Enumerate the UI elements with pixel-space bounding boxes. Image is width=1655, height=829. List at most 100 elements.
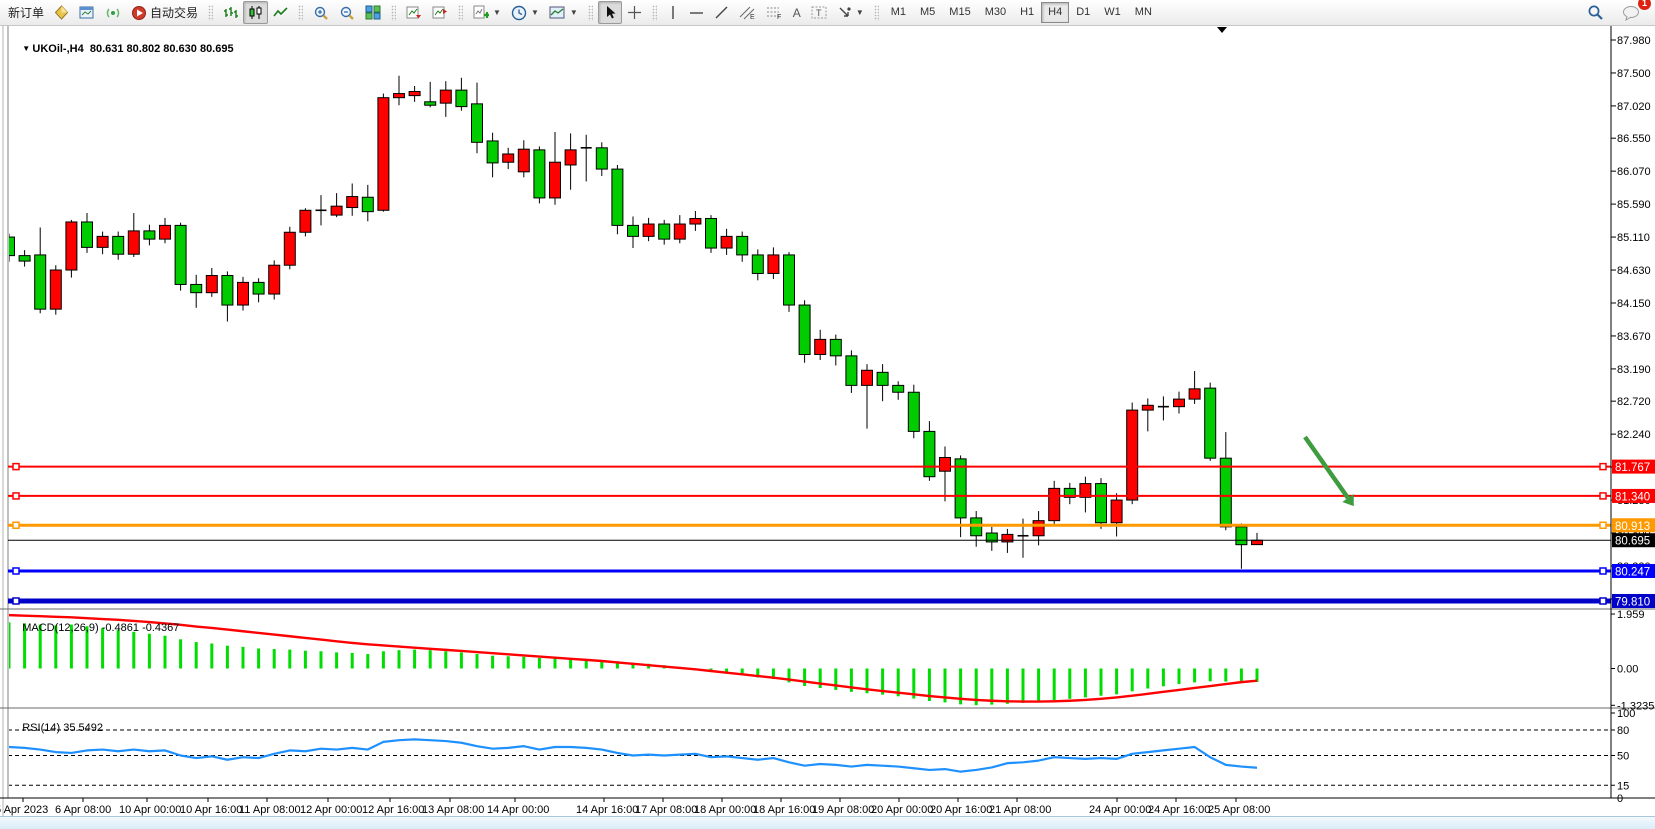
candle bbox=[673, 223, 686, 240]
chart-canvas[interactable]: 87.980 87.500 87.020 86.550 86.070 85.590 85.1… bbox=[0, 25, 1655, 828]
candle bbox=[907, 391, 920, 432]
channel-icon: E bbox=[739, 5, 756, 20]
candle bbox=[720, 235, 733, 249]
text-icon: A bbox=[792, 5, 801, 20]
indicators-button[interactable]: ▼ bbox=[468, 1, 506, 24]
line-anchor[interactable] bbox=[1599, 567, 1607, 575]
candle bbox=[330, 205, 343, 216]
line-anchor[interactable] bbox=[1599, 521, 1607, 530]
signal-button[interactable] bbox=[100, 1, 126, 24]
channel-tool[interactable]: E bbox=[734, 1, 761, 24]
price-tick-label: 84.150 bbox=[1617, 298, 1651, 310]
chart-area[interactable]: 87.980 87.500 87.020 86.550 86.070 85.590 85.1… bbox=[0, 25, 1655, 829]
trendline-tool[interactable] bbox=[709, 1, 734, 24]
toolbar: 新订单 自动交易 bbox=[0, 0, 1655, 26]
time-tick-label: 20 Apr 16:00 bbox=[930, 804, 992, 816]
gem-icon bbox=[54, 5, 69, 20]
horizontal-line-tool[interactable] bbox=[684, 1, 709, 24]
annotation-arrow[interactable] bbox=[1303, 435, 1354, 507]
toolbar-handle bbox=[651, 4, 657, 21]
price-tick-label: 85.590 bbox=[1617, 199, 1651, 211]
candle bbox=[595, 147, 608, 170]
fibonacci-tool[interactable]: F bbox=[761, 1, 788, 24]
candle bbox=[1032, 520, 1045, 537]
notifications-button[interactable]: 1 bbox=[1617, 0, 1651, 24]
zoom-in-button[interactable] bbox=[308, 1, 334, 24]
candle bbox=[18, 255, 31, 262]
axis-price-label: 81.767 bbox=[1615, 462, 1650, 474]
templates-button[interactable]: ▼ bbox=[544, 1, 583, 24]
line-anchor[interactable] bbox=[12, 597, 20, 605]
price-tick-label: 82.240 bbox=[1617, 429, 1651, 441]
time-tick-label: 18 Apr 00:00 bbox=[694, 804, 756, 816]
candle bbox=[346, 196, 359, 209]
chart-shift-marker[interactable] bbox=[1217, 27, 1227, 33]
candle bbox=[237, 281, 249, 306]
symbol-ohlc: 80.631 80.802 80.630 80.695 bbox=[89, 43, 234, 55]
timeframe-d1[interactable]: D1 bbox=[1076, 6, 1091, 18]
candle bbox=[736, 235, 749, 256]
auto-trading-icon bbox=[131, 5, 147, 20]
timeframe-m1[interactable]: M1 bbox=[890, 6, 907, 18]
axis-price-label: 80.247 bbox=[1615, 566, 1650, 578]
auto-scroll-button[interactable] bbox=[401, 1, 427, 24]
line-anchor[interactable] bbox=[12, 567, 20, 575]
gem-icon-button[interactable] bbox=[49, 1, 74, 24]
zoom-out-button[interactable] bbox=[334, 1, 360, 24]
vertical-line-tool[interactable] bbox=[662, 1, 684, 24]
rsi-tick-label: 15 bbox=[1617, 780, 1629, 792]
line-chart-button[interactable] bbox=[268, 1, 293, 24]
candle bbox=[1173, 398, 1185, 408]
candle bbox=[861, 369, 873, 386]
timeframe-m15[interactable]: M15 bbox=[949, 6, 971, 18]
auto-trading-button[interactable]: 自动交易 bbox=[126, 1, 203, 24]
candle bbox=[923, 430, 936, 478]
candle bbox=[1063, 487, 1076, 498]
timeframe-mn[interactable]: MN bbox=[1134, 6, 1152, 18]
timeframe-h1[interactable]: H1 bbox=[1020, 6, 1035, 18]
timeframe-h4[interactable]: H4 bbox=[1041, 2, 1070, 23]
toolbar-handle bbox=[391, 4, 397, 21]
toolbar-handle bbox=[298, 4, 304, 21]
candle bbox=[876, 371, 889, 386]
line-anchor[interactable] bbox=[12, 521, 20, 530]
macd-pane bbox=[9, 613, 1259, 706]
search-icon bbox=[1587, 4, 1604, 21]
rsi-tick-label: 50 bbox=[1617, 751, 1629, 763]
price-tick-label: 82.720 bbox=[1617, 396, 1651, 408]
arrows-tool[interactable]: ▼ bbox=[832, 1, 869, 24]
macd-tick-label: -1.3235 bbox=[1617, 700, 1654, 712]
candlestick-chart-button[interactable] bbox=[243, 1, 269, 24]
bar-chart-button[interactable] bbox=[218, 1, 243, 24]
timeframe-m5[interactable]: M5 bbox=[920, 6, 936, 18]
crosshair-tool-button[interactable] bbox=[622, 1, 647, 24]
search-button[interactable] bbox=[1582, 1, 1609, 24]
chart-shift-button[interactable] bbox=[427, 1, 453, 24]
candle bbox=[486, 140, 499, 164]
periods-button[interactable]: ▼ bbox=[506, 1, 544, 24]
price-tick-label: 83.670 bbox=[1617, 331, 1651, 343]
new-chart-window-button[interactable] bbox=[74, 1, 100, 24]
symbol-name: UKOil-,H4 bbox=[32, 43, 84, 55]
tile-windows-button[interactable] bbox=[360, 1, 386, 24]
line-anchor[interactable] bbox=[1599, 597, 1607, 605]
line-anchor[interactable] bbox=[12, 462, 20, 471]
line-anchor[interactable] bbox=[12, 492, 20, 500]
text-label-tool[interactable]: T bbox=[806, 1, 832, 24]
price-tick-label: 87.500 bbox=[1617, 68, 1651, 80]
rsi-tick-label: 0 bbox=[1617, 793, 1623, 805]
line-anchor[interactable] bbox=[1599, 462, 1607, 471]
macd-tick-label: 0.00 bbox=[1617, 664, 1638, 676]
candle bbox=[611, 168, 624, 226]
text-tool[interactable]: A bbox=[788, 1, 806, 24]
timeframe-w1[interactable]: W1 bbox=[1104, 6, 1121, 18]
cursor-tool-button[interactable] bbox=[597, 1, 622, 24]
new-order-button[interactable]: 新订单 bbox=[3, 1, 49, 24]
chart-window-icon bbox=[79, 5, 95, 20]
candle bbox=[767, 254, 780, 274]
candle bbox=[829, 338, 842, 357]
timeframe-m30[interactable]: M30 bbox=[984, 6, 1007, 18]
candle bbox=[658, 223, 671, 240]
line-anchor[interactable] bbox=[1599, 492, 1607, 500]
symbol-dropdown-icon[interactable]: ▼ bbox=[22, 44, 33, 53]
